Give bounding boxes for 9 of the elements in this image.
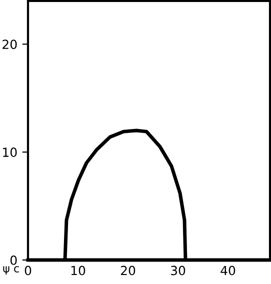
y-tick-label: 20 xyxy=(2,40,17,50)
x-tick-label: 40 xyxy=(220,266,236,276)
x-tick-label: 30 xyxy=(171,266,186,276)
y-tick-label: 0 xyxy=(10,255,17,265)
y-tick-label: 10 xyxy=(3,148,17,158)
x-tick-label: 0 xyxy=(24,266,32,276)
x-tick-label: 10 xyxy=(71,266,86,276)
x-axis-title: ψ c xyxy=(3,266,19,275)
x-tick-label: 20 xyxy=(120,266,136,276)
